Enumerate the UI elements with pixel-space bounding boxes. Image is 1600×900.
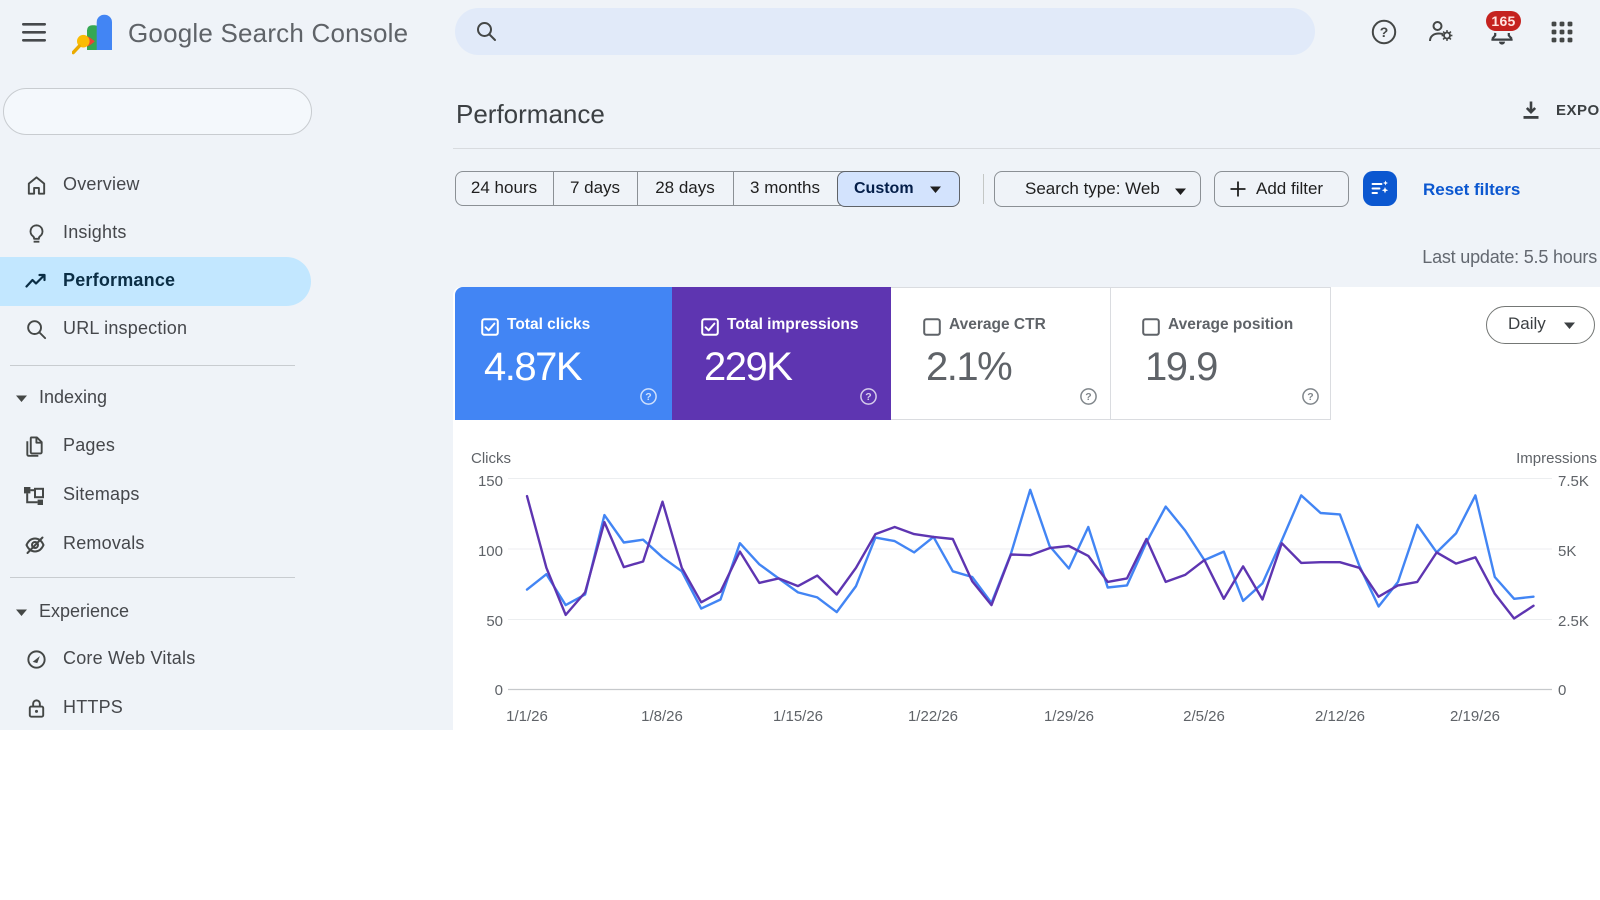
- svg-text:?: ?: [1380, 24, 1389, 40]
- svg-text:?: ?: [1307, 391, 1313, 403]
- svg-text:?: ?: [645, 391, 651, 403]
- svg-text:?: ?: [865, 391, 871, 403]
- svg-text:?: ?: [1085, 391, 1091, 403]
